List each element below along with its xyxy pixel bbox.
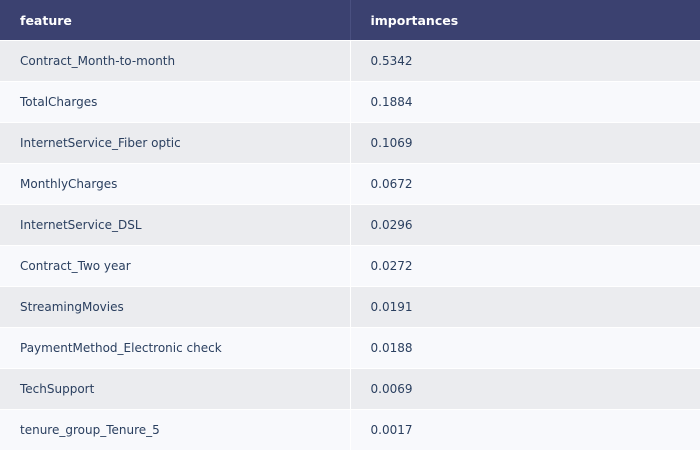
feature-cell: tenure_group_Tenure_5 xyxy=(0,409,351,451)
feature-cell: InternetService_DSL xyxy=(0,204,351,246)
table-row: MonthlyCharges 0.0672 xyxy=(0,163,700,205)
header-importances: importances xyxy=(350,0,700,41)
feature-cell: TechSupport xyxy=(0,368,351,410)
header-feature: feature xyxy=(0,0,351,41)
table-row: TotalCharges 0.1884 xyxy=(0,81,700,123)
table-row: StreamingMovies 0.0191 xyxy=(0,286,700,328)
feature-cell: Contract_Two year xyxy=(0,245,351,287)
table-row: PaymentMethod_Electronic check 0.0188 xyxy=(0,327,700,369)
importance-cell: 0.0296 xyxy=(350,204,700,246)
table-row: tenure_group_Tenure_5 0.0017 xyxy=(0,409,700,451)
table-row: InternetService_Fiber optic 0.1069 xyxy=(0,122,700,164)
feature-cell: Contract_Month-to-month xyxy=(0,40,351,82)
table-row: TechSupport 0.0069 xyxy=(0,368,700,410)
table-row: Contract_Month-to-month 0.5342 xyxy=(0,40,700,82)
feature-cell: StreamingMovies xyxy=(0,286,351,328)
importance-cell: 0.0272 xyxy=(350,245,700,287)
importance-cell: 0.0017 xyxy=(350,409,700,451)
header-row: feature importances xyxy=(0,0,700,41)
table-row: Contract_Two year 0.0272 xyxy=(0,245,700,287)
importance-cell: 0.0069 xyxy=(350,368,700,410)
importance-cell: 0.0188 xyxy=(350,327,700,369)
importance-cell: 0.5342 xyxy=(350,40,700,82)
table-row: InternetService_DSL 0.0296 xyxy=(0,204,700,246)
importance-cell: 0.0672 xyxy=(350,163,700,205)
feature-cell: InternetService_Fiber optic xyxy=(0,122,351,164)
importance-cell: 0.1069 xyxy=(350,122,700,164)
feature-cell: TotalCharges xyxy=(0,81,351,123)
feature-cell: MonthlyCharges xyxy=(0,163,351,205)
importance-cell: 0.0191 xyxy=(350,286,700,328)
feature-cell: PaymentMethod_Electronic check xyxy=(0,327,351,369)
importance-cell: 0.1884 xyxy=(350,81,700,123)
